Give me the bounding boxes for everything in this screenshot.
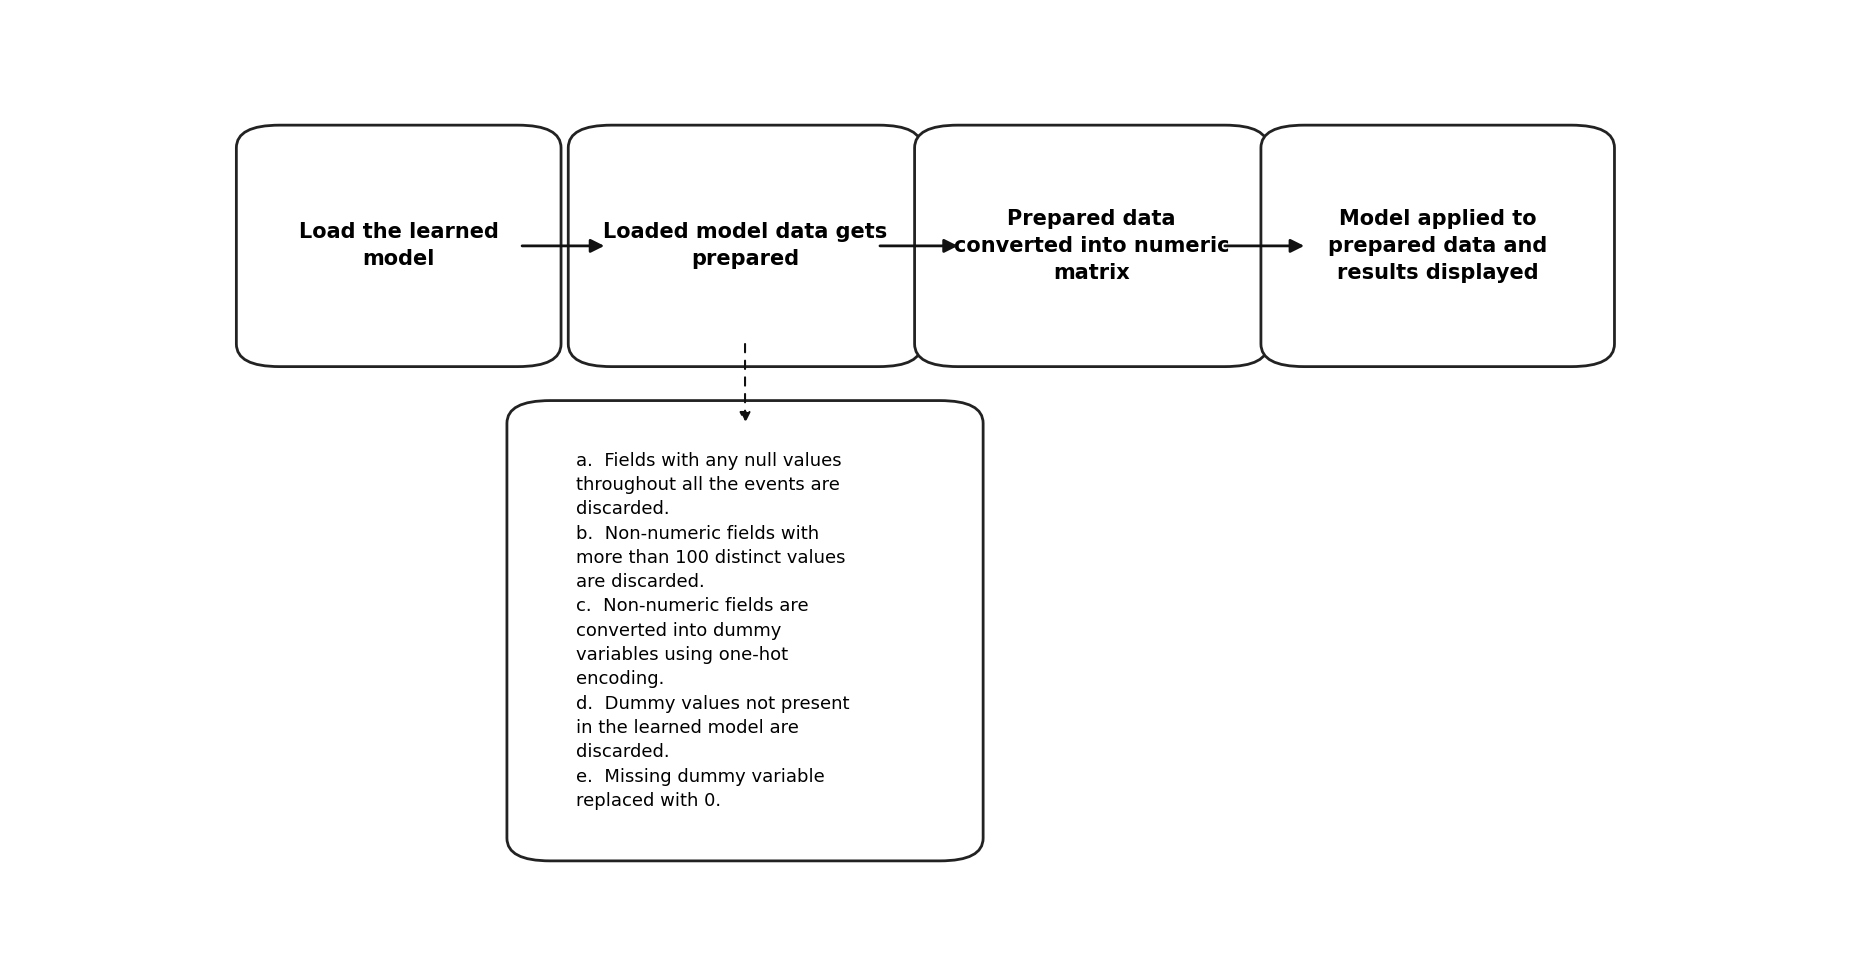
Text: Loaded model data gets
prepared: Loaded model data gets prepared <box>603 222 886 270</box>
FancyBboxPatch shape <box>506 401 983 860</box>
FancyBboxPatch shape <box>236 125 560 367</box>
Text: a.  Fields with any null values
throughout all the events are
discarded.
b.  Non: a. Fields with any null values throughou… <box>575 452 849 809</box>
Text: Load the learned
model: Load the learned model <box>298 222 499 270</box>
Text: Model applied to
prepared data and
results displayed: Model applied to prepared data and resul… <box>1328 209 1547 283</box>
Text: Prepared data
converted into numeric
matrix: Prepared data converted into numeric mat… <box>953 209 1229 283</box>
FancyBboxPatch shape <box>914 125 1268 367</box>
FancyBboxPatch shape <box>1261 125 1614 367</box>
FancyBboxPatch shape <box>568 125 922 367</box>
